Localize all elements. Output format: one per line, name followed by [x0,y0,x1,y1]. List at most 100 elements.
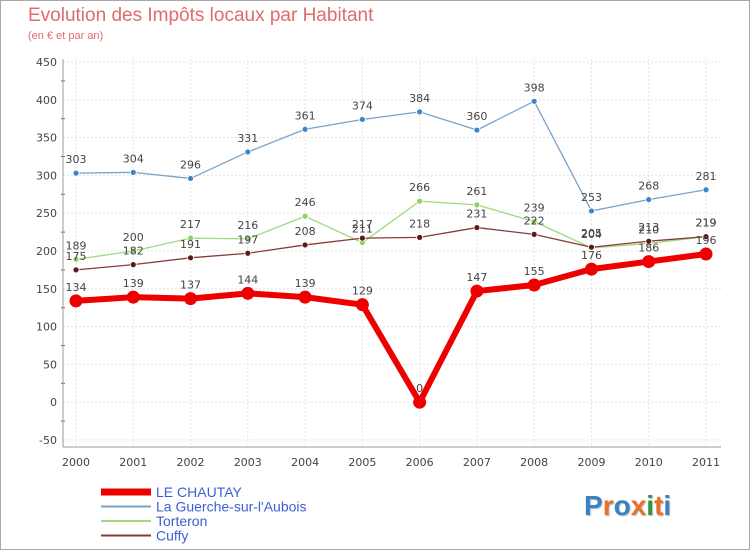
data-label: 374 [352,99,373,112]
y-tick-label: 400 [36,94,57,107]
data-label: 261 [466,185,487,198]
y-tick-label: 350 [36,132,57,145]
chart-subtitle: (en € et par an) [28,30,104,42]
data-label: 144 [237,273,258,286]
logo-letter: t [654,490,664,521]
data-point [702,233,710,241]
data-point [584,262,598,276]
y-tick-label: 100 [36,321,57,334]
data-label: 197 [237,233,258,246]
legend-label: La Guerche-sur-l'Aubois [156,499,307,515]
data-label: 200 [123,231,144,244]
data-point [129,168,137,176]
data-point [355,298,369,312]
data-point [588,207,595,215]
data-point [129,261,137,269]
data-label: 211 [352,223,373,236]
data-label: 360 [466,110,487,123]
data-point [69,294,83,308]
y-tick-label: 200 [36,245,57,258]
data-point [298,290,312,304]
logo-letter: i [646,490,655,521]
data-point [530,230,538,238]
data-label: 182 [123,245,144,258]
data-label: 137 [180,279,201,292]
data-label: 186 [638,242,659,255]
data-label: 222 [524,214,545,227]
data-label: 303 [66,153,87,166]
x-tick-label: 2010 [635,456,663,469]
data-label: 331 [237,132,258,145]
legend-label: LE CHAUTAY [156,484,242,500]
data-label: 139 [295,277,316,290]
logo-letter: P [584,490,603,521]
data-label: 139 [123,277,144,290]
plot-area [63,59,721,449]
data-label: 219 [696,217,717,230]
y-tick-label: 150 [36,283,57,296]
data-label: 205 [581,227,602,240]
y-tick-label: 250 [36,207,57,220]
data-label: 304 [123,152,144,165]
data-label: 189 [66,239,87,252]
data-label: 361 [295,109,316,122]
x-tick-label: 2006 [406,456,434,469]
y-tick-label: 0 [50,396,57,409]
data-label: 231 [466,208,487,221]
data-label: 196 [696,234,717,247]
data-label: 155 [524,265,545,278]
x-tick-label: 2000 [62,456,90,469]
data-point [129,247,137,255]
data-point [702,186,710,194]
data-label: 134 [66,281,87,294]
data-point [645,196,653,203]
x-tick-label: 2008 [520,456,548,469]
data-point [530,97,538,105]
data-label: 281 [696,170,717,183]
data-point [241,286,255,300]
data-point [244,148,252,156]
data-point [413,395,427,409]
data-point [416,197,424,205]
x-tick-label: 2005 [348,456,376,469]
data-label: 266 [409,181,430,194]
series-line [75,200,707,260]
data-label: 147 [466,271,487,284]
data-point [527,278,541,292]
logo-letter: r [602,490,614,521]
data-point [699,247,713,261]
data-label: 129 [352,285,373,298]
data-label: 0 [416,382,423,395]
data-point [72,169,80,177]
data-point [642,255,656,269]
logo-letter: x [630,490,647,521]
data-point [470,284,484,298]
data-point [416,108,424,116]
data-point [358,116,366,123]
data-point [473,126,481,134]
x-tick-label: 2002 [177,456,205,469]
data-label: 175 [66,250,87,263]
legend-label: Cuffy [156,528,188,544]
y-tick-label: 450 [36,56,57,69]
data-label: 217 [180,218,201,231]
data-point [358,234,366,242]
data-label: 210 [638,223,659,236]
y-tick-label: -50 [39,434,57,447]
data-point [301,125,309,133]
logo-letter: i [663,490,672,521]
chart-title: Evolution des Impôts locaux par Habitant [28,5,374,26]
data-point [187,254,194,262]
data-label: 246 [295,196,316,209]
y-tick-label: 300 [36,169,57,182]
data-point [473,224,481,231]
data-label: 208 [295,225,316,238]
data-label: 384 [409,92,430,105]
proxiti-logo: Proxiti [584,490,671,522]
data-label: 216 [237,219,258,232]
data-point [645,237,653,245]
data-label: 253 [581,191,602,204]
data-point [126,290,140,304]
data-label: 213 [638,221,659,234]
